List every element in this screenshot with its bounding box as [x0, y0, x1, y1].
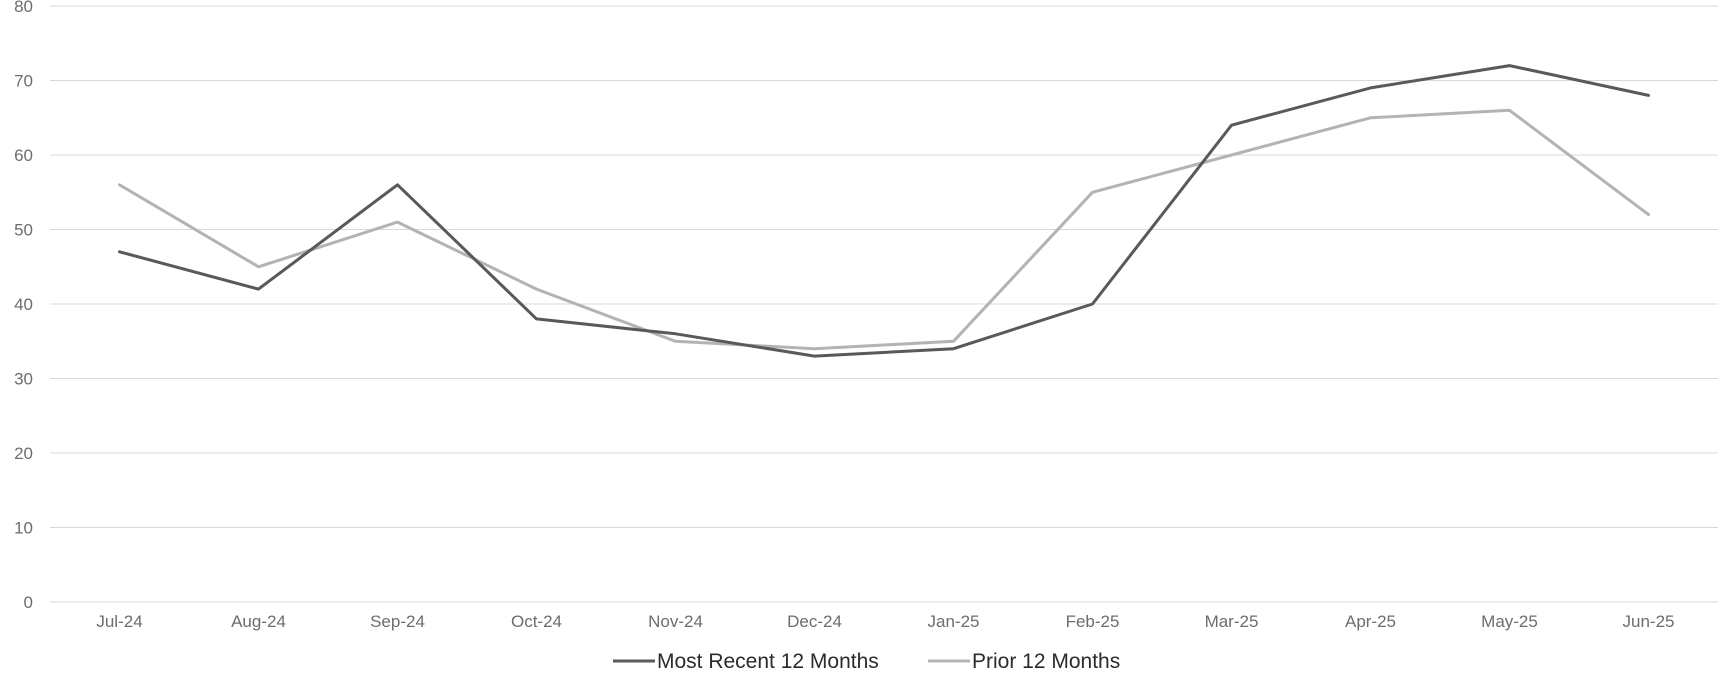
y-tick-label: 60 [14, 146, 33, 165]
series-line [118, 64, 1650, 358]
x-tick-label: Apr-25 [1345, 612, 1396, 631]
x-tick-label: Jun-25 [1623, 612, 1675, 631]
gridlines [50, 5, 1718, 603]
y-tick-label: 70 [14, 72, 33, 91]
y-tick-label: 80 [14, 0, 33, 16]
x-tick-label: Mar-25 [1205, 612, 1259, 631]
y-tick-label: 40 [14, 295, 33, 314]
legend: Most Recent 12 Months Prior 12 Months [613, 650, 1120, 673]
y-tick-label: 10 [14, 519, 33, 538]
x-tick-label: Jan-25 [928, 612, 980, 631]
y-axis-tick-labels: 0 10 20 30 40 50 60 70 80 [14, 0, 33, 612]
y-tick-label: 0 [24, 593, 33, 612]
x-tick-label: May-25 [1481, 612, 1538, 631]
y-tick-label: 30 [14, 370, 33, 389]
series-line [118, 108, 1650, 351]
x-tick-label: Aug-24 [231, 612, 286, 631]
x-tick-label: Jul-24 [96, 612, 142, 631]
x-axis-tick-labels: Jul-24 Aug-24 Sep-24 Oct-24 Nov-24 Dec-24 Jan-… [96, 612, 1674, 631]
y-tick-label: 50 [14, 221, 33, 240]
series-lines [118, 64, 1650, 358]
legend-label: Most Recent 12 Months [657, 650, 879, 673]
x-tick-label: Feb-25 [1066, 612, 1120, 631]
x-tick-label: Dec-24 [787, 612, 842, 631]
x-tick-label: Sep-24 [370, 612, 425, 631]
x-tick-label: Nov-24 [648, 612, 703, 631]
x-tick-label: Oct-24 [511, 612, 562, 631]
y-tick-label: 20 [14, 444, 33, 463]
legend-label: Prior 12 Months [972, 650, 1120, 673]
